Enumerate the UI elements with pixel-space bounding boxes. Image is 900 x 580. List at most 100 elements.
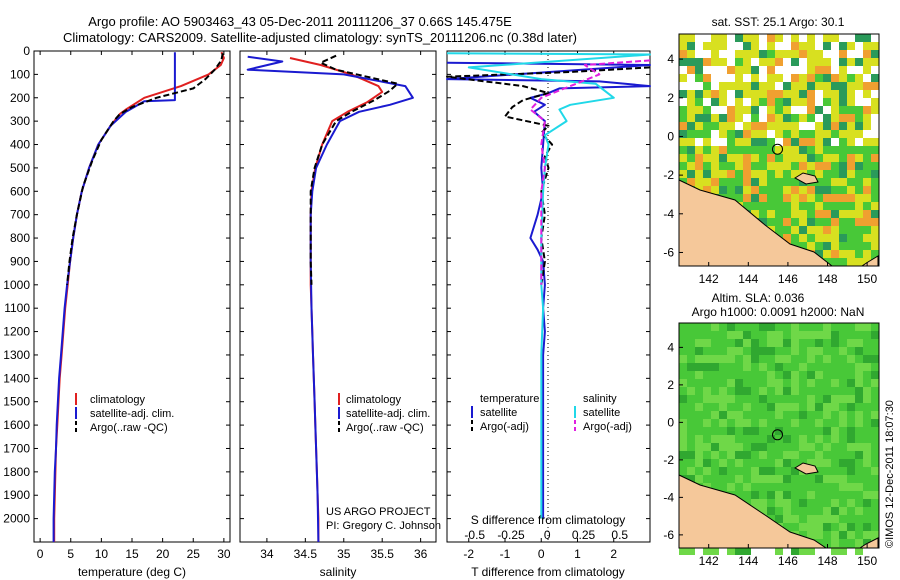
map-cell <box>831 427 839 435</box>
map-cell <box>831 210 839 218</box>
map-cell <box>775 499 783 507</box>
map-cell <box>839 242 847 250</box>
map-cell <box>855 178 863 186</box>
map-cell <box>743 355 751 363</box>
map-cell <box>791 50 799 58</box>
map-cell <box>775 475 783 483</box>
map-cell <box>775 130 783 138</box>
map-cell <box>711 122 719 130</box>
map-cell <box>687 138 695 146</box>
map-cell <box>791 387 799 395</box>
map-cell <box>815 531 823 539</box>
map-cell <box>871 98 879 106</box>
map-cell <box>807 202 815 210</box>
map-cell <box>703 170 711 178</box>
map-y-tick-label: 4 <box>667 52 674 66</box>
map-cell <box>863 355 871 363</box>
map-cell <box>783 170 791 178</box>
map-cell <box>815 202 823 210</box>
map-cell <box>863 499 871 507</box>
map-cell <box>727 82 735 90</box>
map-cell <box>823 170 831 178</box>
map-cell <box>799 98 807 106</box>
map-cell <box>855 106 863 114</box>
map-cell <box>735 170 743 178</box>
map-cell <box>863 122 871 130</box>
y-tick-label: 1200 <box>3 325 30 339</box>
map-cell <box>783 499 791 507</box>
map-cell <box>703 106 711 114</box>
map-cell <box>703 178 711 186</box>
map-y-tick-label: -2 <box>663 453 674 467</box>
map-cell <box>807 355 815 363</box>
map-cell <box>831 435 839 443</box>
map-cell <box>799 42 807 50</box>
map-cell <box>751 202 759 210</box>
legend-header-salinity: salinity <box>583 393 617 405</box>
map-cell <box>775 427 783 435</box>
map-cell <box>719 419 727 427</box>
map-cell <box>823 234 831 242</box>
x-tick-label: 15 <box>125 547 139 561</box>
map-cell <box>807 459 815 467</box>
map-cell <box>719 403 727 411</box>
map-y-tick-label: -4 <box>663 207 674 221</box>
map-cell <box>711 547 719 555</box>
map-cell <box>839 98 847 106</box>
map-cell <box>847 130 855 138</box>
map-cell <box>839 66 847 74</box>
map-cell <box>703 363 711 371</box>
map-cell <box>871 467 879 475</box>
map-cell <box>719 162 727 170</box>
map-cell <box>855 114 863 122</box>
map-cell <box>759 387 767 395</box>
map-cell <box>751 98 759 106</box>
map-cell <box>775 34 783 42</box>
map-cell <box>743 138 751 146</box>
map-cell <box>735 178 743 186</box>
map-cell <box>807 547 815 555</box>
map-cell <box>727 170 735 178</box>
map-cell <box>791 202 799 210</box>
map-cell <box>759 202 767 210</box>
map-cell <box>847 98 855 106</box>
map-x-tick-label: 144 <box>738 554 758 568</box>
map-cell <box>791 547 799 555</box>
map-cell <box>735 547 743 555</box>
map-cell <box>831 547 839 555</box>
map-cell <box>855 539 863 547</box>
map-cell <box>815 226 823 234</box>
map-cell <box>783 459 791 467</box>
map-cell <box>847 234 855 242</box>
map-cell <box>847 146 855 154</box>
map-cell <box>727 146 735 154</box>
map-cell <box>775 355 783 363</box>
map-cell <box>791 339 799 347</box>
map-cell <box>847 186 855 194</box>
map-cell <box>871 138 879 146</box>
map-cell <box>823 122 831 130</box>
map-cell <box>735 114 743 122</box>
map-cell <box>807 34 815 42</box>
map-cell <box>831 331 839 339</box>
map-cell <box>791 419 799 427</box>
map-cell <box>727 130 735 138</box>
map-cell <box>791 122 799 130</box>
sla-map-panel: Altim. SLA: 0.036 Argo h1000: 0.0091 h20… <box>663 291 880 568</box>
map-cell <box>847 395 855 403</box>
map-cell <box>799 74 807 82</box>
map-cell <box>679 379 687 387</box>
map-cell <box>831 475 839 483</box>
map-cell <box>855 379 863 387</box>
map-cell <box>767 331 775 339</box>
y-tick-label: 1000 <box>3 278 30 292</box>
map-cell <box>791 218 799 226</box>
map-cell <box>751 355 759 363</box>
map-cell <box>799 443 807 451</box>
map-cell <box>735 411 743 419</box>
map-cell <box>831 178 839 186</box>
map-cell <box>727 331 735 339</box>
map-cell <box>823 218 831 226</box>
map-cell <box>711 146 719 154</box>
map-cell <box>767 379 775 387</box>
